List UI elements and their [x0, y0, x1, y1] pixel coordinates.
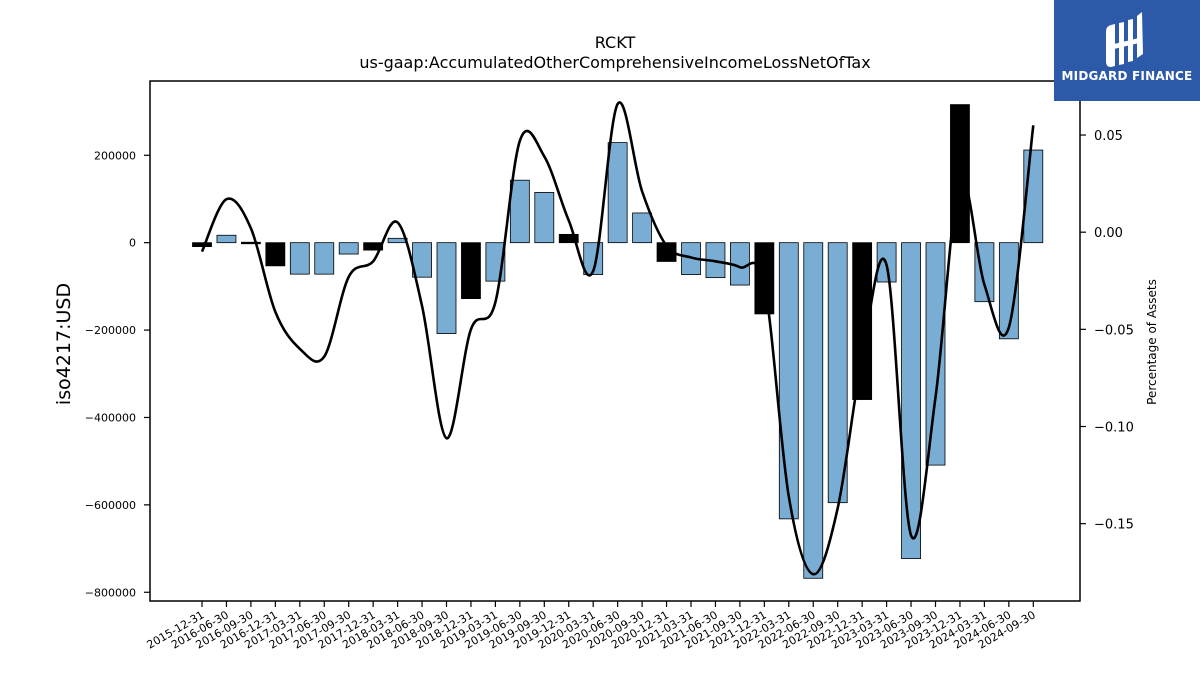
- bar-2018-12-31: [461, 242, 481, 300]
- chart-subtitle: us-gaap:AccumulatedOtherComprehensiveInc…: [359, 53, 870, 72]
- y-axis-label: iso4217:USD: [53, 283, 75, 405]
- y-tick-label: 0: [129, 237, 136, 250]
- y-tick-label: 200000: [94, 149, 136, 162]
- axes: −800000 −600000 −400000 −200000 0 200000 −0.15…: [85, 129, 1134, 652]
- bar-2019-12-31: [558, 233, 579, 244]
- y-tick-label: −400000: [85, 411, 136, 424]
- chart-title: RCKT: [595, 33, 636, 52]
- plot-frame: [149, 80, 1081, 602]
- bar-2024-06-30: [998, 242, 1019, 340]
- brand-name: MIDGARD FINANCE: [1061, 69, 1193, 83]
- y-tick-label: −600000: [85, 499, 136, 512]
- bar-2016-06-30: [216, 234, 237, 244]
- y-right-tick-label: −0.10: [1094, 421, 1134, 436]
- y-right-tick-label: −0.05: [1094, 323, 1134, 338]
- y-right-tick-label: −0.15: [1094, 518, 1134, 533]
- bar-2022-03-31: [778, 242, 799, 520]
- y-tick-label: −200000: [85, 324, 136, 337]
- bar-series: [192, 104, 1044, 579]
- bar-2022-12-31: [852, 242, 873, 400]
- y-axis-right-label: Percentage of Assets: [1145, 279, 1159, 405]
- pct-assets-line: [200, 101, 1035, 576]
- y-right-tick-label: 0.05: [1094, 129, 1123, 144]
- bar-2022-06-30: [803, 242, 824, 579]
- bar-2020-06-30: [607, 142, 628, 244]
- bar-2016-12-31: [265, 242, 286, 267]
- bar-2018-09-30: [436, 242, 457, 334]
- y-tick-label: −800000: [85, 586, 136, 599]
- bar-2019-09-30: [534, 192, 555, 244]
- bar-2017-12-31: [363, 242, 384, 251]
- y-right-tick-label: 0.00: [1094, 226, 1123, 241]
- bar-2016-09-30: [240, 241, 261, 245]
- chart-titles: RCKT us-gaap:AccumulatedOtherComprehensi…: [359, 33, 870, 72]
- bar-2020-09-30: [632, 212, 652, 244]
- bar-2015-12-31: [192, 242, 212, 248]
- bar-2020-12-31: [656, 242, 677, 262]
- bar-2023-09-30: [925, 242, 946, 466]
- bar-2019-06-30: [509, 179, 530, 244]
- line-series: [200, 101, 1035, 576]
- bar-2017-03-31: [289, 242, 310, 275]
- bar-2023-06-30: [901, 242, 921, 560]
- bar-2021-12-31: [754, 242, 775, 315]
- brand-logo: MIDGARD FINANCE: [1054, 0, 1200, 101]
- bar-2017-09-30: [338, 242, 359, 255]
- midgard-logo-icon: [1106, 12, 1143, 67]
- bar-2017-06-30: [314, 242, 335, 275]
